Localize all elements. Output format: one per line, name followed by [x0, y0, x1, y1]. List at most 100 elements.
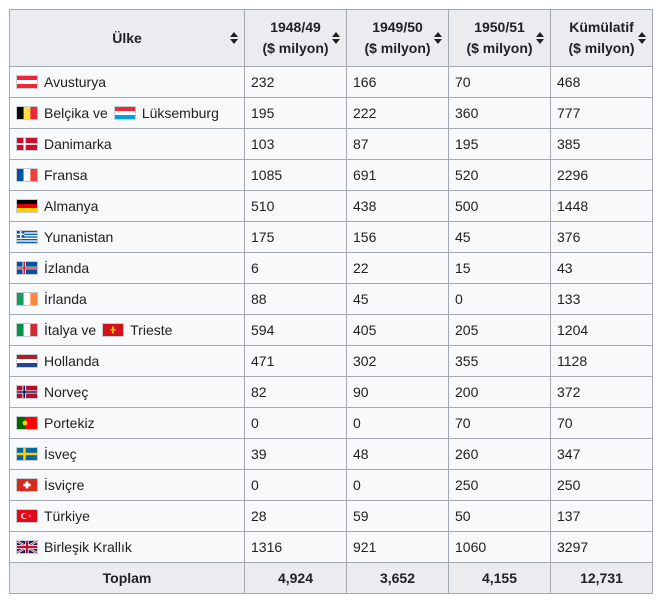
value-cell: 70	[448, 66, 551, 98]
value-cell: 921	[346, 531, 449, 563]
country-cell: Belçika ve Lüksemburg	[9, 97, 245, 129]
country-link[interactable]: Portekiz	[44, 415, 95, 431]
table-row: Türkiye 28 59 50 137	[9, 500, 653, 532]
table-row: İrlanda 88 45 0 133	[9, 283, 653, 315]
country-cell: Almanya	[9, 190, 245, 222]
value-cell: 39	[244, 438, 347, 470]
country-link[interactable]: İtalya ve	[44, 322, 97, 338]
table-row: Danimarka 103 87 195 385	[9, 128, 653, 160]
value-cell: 0	[244, 469, 347, 501]
value-cell: 691	[346, 159, 449, 191]
country-link[interactable]: Avusturya	[44, 74, 106, 90]
country-link[interactable]: Belçika ve	[44, 105, 108, 121]
country-link[interactable]: Yunanistan	[44, 229, 114, 245]
value-cell: 175	[244, 221, 347, 253]
value-cell: 103	[244, 128, 347, 160]
sort-icon[interactable]	[332, 32, 340, 44]
value-cell: 510	[244, 190, 347, 222]
country-cell: Norveç	[9, 376, 245, 408]
value-cell: 195	[448, 128, 551, 160]
value-cell: 372	[550, 376, 653, 408]
italy-flag-icon	[16, 323, 38, 337]
country-link[interactable]: Danimarka	[44, 136, 112, 152]
value-cell: 133	[550, 283, 653, 315]
total-row: Toplam 4,924 3,652 4,155 12,731	[9, 562, 653, 594]
value-cell: 438	[346, 190, 449, 222]
table-row: Yunanistan 175 156 45 376	[9, 221, 653, 253]
greece-flag-icon	[16, 230, 38, 244]
country-link[interactable]: İsveç	[44, 446, 77, 462]
sort-icon[interactable]	[230, 32, 238, 44]
header-1948-49[interactable]: 1948/49 ($ milyon)	[244, 9, 347, 67]
sort-icon[interactable]	[638, 32, 646, 44]
country-cell: Hollanda	[9, 345, 245, 377]
country-link[interactable]: İsviçre	[44, 477, 85, 493]
total-1949-50: 3,652	[346, 562, 449, 594]
value-cell: 70	[448, 407, 551, 439]
total-label: Toplam	[9, 562, 245, 594]
value-cell: 471	[244, 345, 347, 377]
country-link[interactable]: İzlanda	[44, 260, 90, 276]
country-link[interactable]: İrlanda	[44, 291, 87, 307]
value-cell: 87	[346, 128, 449, 160]
table-row: İzlanda 6 22 15 43	[9, 252, 653, 284]
iceland-flag-icon	[16, 261, 38, 275]
country-cell: Birleşik Krallık	[9, 531, 245, 563]
country-link[interactable]: Trieste	[130, 322, 173, 338]
header-country[interactable]: Ülke	[9, 9, 245, 67]
country-link[interactable]: Fransa	[44, 167, 88, 183]
table-row: Portekiz 0 0 70 70	[9, 407, 653, 439]
value-cell: 0	[346, 469, 449, 501]
table-row: Hollanda 471 302 355 1128	[9, 345, 653, 377]
netherlands-flag-icon	[16, 354, 38, 368]
value-cell: 82	[244, 376, 347, 408]
total-1948-49: 4,924	[244, 562, 347, 594]
sort-icon[interactable]	[434, 32, 442, 44]
table-row: İsveç 39 48 260 347	[9, 438, 653, 470]
france-flag-icon	[16, 168, 38, 182]
table-row: İtalya ve Trieste 594 405 205 1204	[9, 314, 653, 346]
header-1949-50[interactable]: 1949/50 ($ milyon)	[346, 9, 449, 67]
denmark-flag-icon	[16, 137, 38, 151]
country-link[interactable]: Türkiye	[44, 508, 90, 524]
table-row: Norveç 82 90 200 372	[9, 376, 653, 408]
value-cell: 90	[346, 376, 449, 408]
header-1950-51[interactable]: 1950/51 ($ milyon)	[448, 9, 551, 67]
value-cell: 15	[448, 252, 551, 284]
value-cell: 1060	[448, 531, 551, 563]
value-cell: 250	[448, 469, 551, 501]
austria-flag-icon	[16, 75, 38, 89]
header-cumulative[interactable]: Kümülatif ($ milyon)	[550, 9, 653, 67]
country-link[interactable]: Almanya	[44, 198, 99, 214]
sweden-flag-icon	[16, 447, 38, 461]
value-cell: 45	[448, 221, 551, 253]
value-cell: 205	[448, 314, 551, 346]
country-link[interactable]: Birleşik Krallık	[44, 539, 132, 555]
value-cell: 43	[550, 252, 653, 284]
value-cell: 156	[346, 221, 449, 253]
value-cell: 302	[346, 345, 449, 377]
country-link[interactable]: Lüksemburg	[141, 105, 219, 121]
value-cell: 59	[346, 500, 449, 532]
country-cell: İrlanda	[9, 283, 245, 315]
value-cell: 0	[448, 283, 551, 315]
country-link[interactable]: Hollanda	[44, 353, 100, 369]
header-row: Ülke 1948/49 ($ milyon) 1949/50 ($ milyon)…	[9, 9, 653, 67]
sort-icon[interactable]	[536, 32, 544, 44]
value-cell: 70	[550, 407, 653, 439]
value-cell: 48	[346, 438, 449, 470]
value-cell: 777	[550, 97, 653, 129]
country-cell: Fransa	[9, 159, 245, 191]
value-cell: 166	[346, 66, 449, 98]
total-cumulative: 12,731	[550, 562, 653, 594]
germany-flag-icon	[16, 199, 38, 213]
table-row: İsviçre 0 0 250 250	[9, 469, 653, 501]
country-cell: Avusturya	[9, 66, 245, 98]
country-cell: İtalya ve Trieste	[9, 314, 245, 346]
value-cell: 232	[244, 66, 347, 98]
value-cell: 385	[550, 128, 653, 160]
country-link[interactable]: Norveç	[44, 384, 89, 400]
value-cell: 45	[346, 283, 449, 315]
portugal-flag-icon	[16, 416, 38, 430]
belgium-flag-icon	[16, 106, 38, 120]
